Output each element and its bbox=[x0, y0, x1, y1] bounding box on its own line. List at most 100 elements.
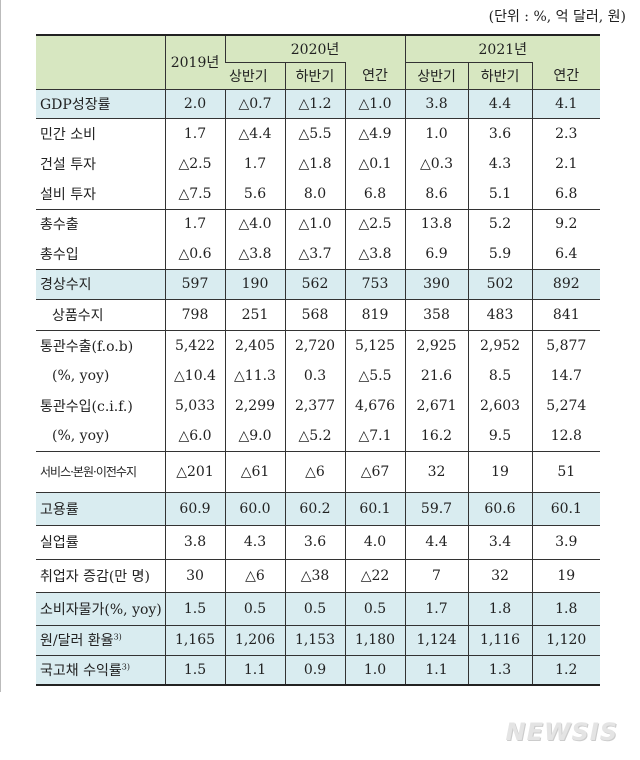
value-cell: △6 bbox=[224, 558, 285, 592]
value-cell: 6.8 bbox=[531, 179, 601, 209]
row-label: 건설 투자 bbox=[36, 149, 165, 179]
value-cell: △5.5 bbox=[344, 361, 406, 391]
value-cell: 5.9 bbox=[467, 239, 533, 269]
value-cell: △38 bbox=[284, 558, 345, 592]
value-cell: 51 bbox=[531, 450, 601, 492]
value-cell: 1.1 bbox=[404, 654, 469, 686]
table-row: 총수입 △0.6 △3.8 △3.7 △3.8 6.9 5.9 6.4 bbox=[36, 239, 601, 269]
value-cell: 3.4 bbox=[467, 524, 533, 559]
value-cell: 2.0 bbox=[164, 89, 225, 118]
header-2020-h2: 하반기 bbox=[284, 61, 345, 90]
row-label: 실업률 bbox=[36, 524, 165, 559]
value-cell: 5,422 bbox=[164, 329, 225, 361]
value-cell: 5,877 bbox=[531, 329, 601, 361]
row-label-text: 통관수출(f.o.b) bbox=[40, 338, 134, 355]
header-2020-annual: 연간 bbox=[344, 62, 406, 90]
value-cell: △7.1 bbox=[344, 421, 406, 451]
value-cell: 2.1 bbox=[531, 149, 601, 179]
header-2020-h1: 상반기 bbox=[225, 61, 285, 90]
table-row: 소비자물가(%, yoy) 1.5 0.5 0.5 0.5 1.7 1.8 1.8 bbox=[36, 591, 601, 625]
value-cell: 841 bbox=[531, 298, 601, 330]
value-cell: 1.1 bbox=[224, 654, 285, 686]
value-cell: 3.8 bbox=[164, 524, 225, 559]
value-cell: 4.4 bbox=[467, 89, 533, 118]
value-cell: 1,120 bbox=[531, 624, 601, 655]
value-cell: 32 bbox=[404, 450, 469, 492]
value-cell: 8.0 bbox=[284, 179, 345, 209]
row-label-text: 총수출 bbox=[40, 217, 79, 234]
table-row: 고용률 60.9 60.0 60.2 60.1 59.7 60.6 60.1 bbox=[36, 491, 601, 525]
value-cell: 14.7 bbox=[531, 361, 601, 391]
value-cell: △0.3 bbox=[404, 149, 469, 179]
value-cell: 19 bbox=[467, 450, 533, 492]
value-cell: 60.1 bbox=[531, 491, 601, 525]
value-cell: △201 bbox=[164, 450, 225, 492]
value-cell: 21.6 bbox=[404, 361, 469, 391]
table-row: 통관수입(c.i.f.) 5,033 2,299 2,377 4,676 2,671 2,6… bbox=[36, 391, 601, 421]
table-row: 통관수출(f.o.b) 5,422 2,405 2,720 5,125 2,925 2,95… bbox=[36, 329, 601, 361]
header-2021: 2021년 bbox=[404, 34, 601, 62]
value-cell: △3.7 bbox=[284, 239, 345, 269]
newsis-watermark: NEWSIS bbox=[505, 718, 618, 746]
value-cell: 1.2 bbox=[531, 654, 601, 686]
row-label-text: (%, yoy) bbox=[52, 368, 110, 384]
value-cell: △5.5 bbox=[284, 117, 345, 149]
row-label-text: 소비자물가(%, yoy) bbox=[40, 601, 162, 618]
value-cell: 2,952 bbox=[467, 329, 533, 361]
value-cell: △22 bbox=[344, 558, 406, 592]
value-cell: 2,603 bbox=[467, 391, 533, 421]
row-label-text: 고용률 bbox=[40, 501, 79, 518]
row-label-text: 통관수입(c.i.f.) bbox=[40, 399, 133, 415]
value-cell: 4.1 bbox=[531, 89, 601, 118]
value-cell: 5.6 bbox=[224, 179, 285, 209]
value-cell: 1.5 bbox=[164, 591, 225, 625]
value-cell: 2,377 bbox=[284, 391, 345, 421]
value-cell: △4.4 bbox=[224, 117, 285, 149]
row-label-text: 상품수지 bbox=[52, 307, 104, 324]
value-cell: 1.8 bbox=[531, 591, 601, 625]
row-label: 상품수지 bbox=[36, 298, 165, 330]
row-label-text: 원/달러 환율 bbox=[40, 633, 114, 649]
value-cell: 5,125 bbox=[344, 329, 406, 361]
header-2021-annual: 연간 bbox=[531, 62, 601, 90]
table-row: 경상수지 597 190 562 753 390 502 892 bbox=[36, 268, 601, 299]
value-cell: 9.2 bbox=[531, 208, 601, 239]
row-label: 총수입 bbox=[36, 239, 165, 269]
header-2021-h1: 상반기 bbox=[404, 61, 469, 90]
value-cell: 819 bbox=[344, 298, 406, 330]
value-cell: 483 bbox=[467, 298, 533, 330]
value-cell: 3.9 bbox=[531, 524, 601, 559]
value-cell: △1.0 bbox=[344, 89, 406, 118]
value-cell: 1.3 bbox=[467, 654, 533, 686]
value-cell: △11.3 bbox=[224, 361, 285, 391]
value-cell: △67 bbox=[344, 450, 406, 492]
row-label-text: 서비스·본원·이전수지 bbox=[40, 465, 137, 479]
row-label: 통관수입(c.i.f.) bbox=[36, 391, 165, 421]
row-label: 고용률 bbox=[36, 491, 165, 525]
table-row: 서비스·본원·이전수지 △201 △61 △6 △67 32 19 51 bbox=[36, 450, 601, 492]
value-cell: 30 bbox=[164, 558, 225, 592]
row-label: 총수출 bbox=[36, 208, 165, 239]
row-label-text: 경상수지 bbox=[40, 277, 92, 293]
value-cell: 60.1 bbox=[344, 491, 406, 525]
row-label: 국고채 수익률3) bbox=[36, 654, 165, 686]
table-row: 상품수지 798 251 568 819 358 483 841 bbox=[36, 298, 601, 330]
value-cell: 2,925 bbox=[404, 329, 469, 361]
table-row: GDP성장률 2.0 △0.7 △1.2 △1.0 3.8 4.4 4.1 bbox=[36, 89, 601, 118]
value-cell: △2.5 bbox=[164, 149, 225, 179]
value-cell: △10.4 bbox=[164, 361, 225, 391]
value-cell: 60.6 bbox=[467, 491, 533, 525]
value-cell: 2,405 bbox=[224, 329, 285, 361]
table-row: 실업률 3.8 4.3 3.6 4.0 4.4 3.4 3.9 bbox=[36, 524, 601, 559]
value-cell: 1,116 bbox=[467, 624, 533, 655]
value-cell: △6.0 bbox=[164, 421, 225, 451]
row-label: 설비 투자 bbox=[36, 179, 165, 209]
table-row: 원/달러 환율3) 1,165 1,206 1,153 1,180 1,124 1,116 1… bbox=[36, 624, 601, 655]
value-cell: 251 bbox=[224, 298, 285, 330]
value-cell: 3.6 bbox=[284, 524, 345, 559]
value-cell: 1.5 bbox=[164, 654, 225, 686]
row-label: 소비자물가(%, yoy) bbox=[36, 591, 165, 625]
value-cell: 753 bbox=[344, 268, 406, 299]
value-cell: 2,720 bbox=[284, 329, 345, 361]
value-cell: 6.9 bbox=[404, 239, 469, 269]
